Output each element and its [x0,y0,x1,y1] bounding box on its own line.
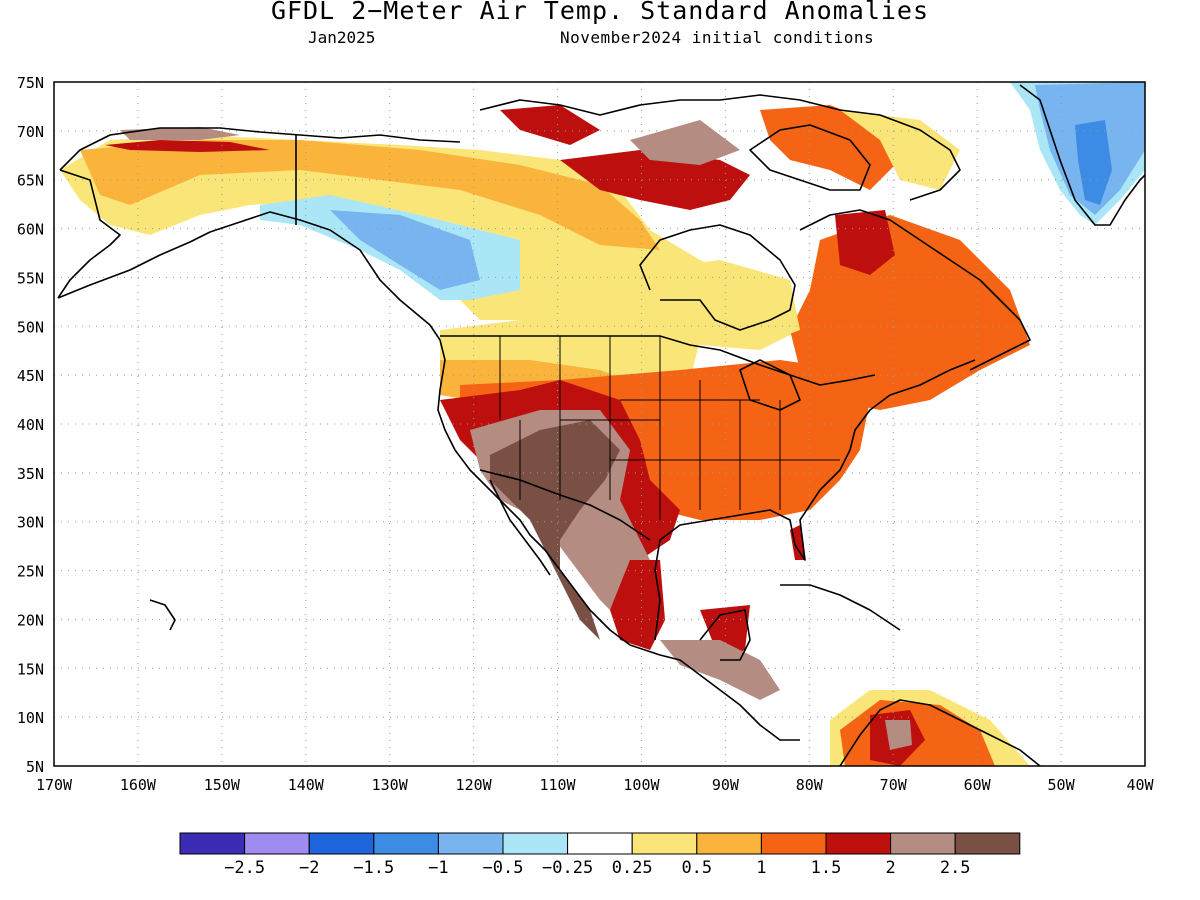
lat-label: 40N [17,416,44,434]
lat-label: 5N [26,758,44,776]
lon-label: 110W [539,776,576,794]
lon-label: 40W [1126,776,1154,794]
anomaly-southwest-brown [490,420,620,640]
lon-label: 90W [712,776,740,794]
border-us-mexico [479,469,651,541]
coastline-alaska-west [57,169,121,299]
colorbar: −2.5 −2 −1.5 −1 −0.5 −0.25 0.25 0.5 1 1.5 2 2.5 [179,832,1021,878]
lon-label: 70W [880,776,908,794]
colorbar-label: −2 [299,858,319,878]
coastline-us-west [437,339,800,741]
colorbar-label: −0.25 [542,858,593,878]
lon-label: 140W [288,776,325,794]
coastline-greenland [1019,84,1145,226]
coastline-labrador [799,209,1031,371]
lon-label: 150W [204,776,241,794]
coastline-baffin [749,124,871,191]
anomaly-baffin-yellow [840,110,960,190]
anomaly-arctic-red [500,105,600,145]
colorbar-swatch [502,832,569,855]
colorbar-swatch [760,832,827,855]
latitude-labels: 75N 70N 65N 60N 55N 50N 45N 40N 35N 30N … [17,74,44,776]
anomaly-north-slope-red [105,140,270,152]
forecast-month: Jan2025 [308,28,376,47]
map-title: GFDL 2−Meter Air Temp. Standard Anomalie… [270,0,930,25]
colorbar-swatch [825,832,892,855]
state-lines [499,336,840,520]
coastline-cuba [780,584,901,631]
lat-label: 15N [17,660,44,678]
anomaly-mexico-red [610,560,665,650]
colorbar-swatch [890,832,956,855]
lat-label: 45N [17,367,44,385]
colorbar-label: 0.5 [681,858,712,878]
lat-label: 50N [17,318,44,336]
lat-label: 25N [17,563,44,581]
border-us-canada [440,335,876,386]
lon-label: 60W [964,776,992,794]
lat-label: 55N [17,269,44,287]
colorbar-swatch [308,832,375,855]
lat-label: 35N [17,465,44,483]
lon-label: 80W [796,776,824,794]
coastline-hawaii [149,599,176,631]
map-frame [53,81,1146,767]
anomaly-south-america-brown [885,720,912,750]
initial-conditions-label: November2024 initial conditions [560,28,875,47]
colorbar-swatch [244,832,310,855]
lon-label: 50W [1048,776,1076,794]
lat-label: 60N [17,221,44,239]
colorbar-swatch [437,832,504,855]
lat-label: 10N [17,709,44,727]
lat-label: 65N [17,172,44,190]
coastline-south-america [839,699,1041,766]
colorbar-label: 0.25 [612,858,653,878]
anomaly-canada-cool [330,210,480,290]
colorbar-label: 1 [756,858,766,878]
lat-label: 20N [17,611,44,629]
coastline-baja [489,479,551,576]
colorbar-label: 1.5 [811,858,842,878]
coastline-alaska [57,211,441,341]
colorbar-swatch [179,832,246,855]
colorbar-label: −1.5 [353,858,394,878]
colorbar-swatch [567,832,633,855]
lon-label: 130W [372,776,409,794]
anomaly-fields [60,82,1145,766]
longitude-labels: 170W 160W 150W 140W 130W 120W 110W 100W … [36,776,1155,794]
colorbar-label: 2.5 [940,858,971,878]
lon-label: 170W [36,776,73,794]
coastline-hudson-bay [639,224,796,331]
lon-label: 100W [623,776,660,794]
anomaly-alaska-orange [80,140,660,250]
colorbar-swatch [631,832,698,855]
lat-label: 30N [17,514,44,532]
coastline-yucatan [699,609,751,661]
colorbar-swatch [373,832,439,855]
lat-label: 70N [17,123,44,141]
colorbar-swatch [696,832,762,855]
anomaly-labrador-red [835,210,895,275]
anomaly-central-america-brown [660,640,780,700]
coastline-alaska-north [59,127,461,171]
colorbar-label: 2 [885,858,895,878]
lat-label: 75N [17,74,44,92]
anomaly-yucatan-red [700,605,750,660]
anomaly-greenland-cold [1075,120,1112,205]
colorbar-swatch [954,832,1021,855]
colorbar-label: −1 [428,858,448,878]
coastlines [57,84,1145,766]
lon-label: 160W [120,776,157,794]
anomaly-hudson-red [560,150,750,210]
anomaly-north-slope-brown [120,127,240,140]
coastline-gulf [654,359,976,641]
colorbar-label: −0.5 [483,858,524,878]
colorbar-label: −2.5 [224,858,265,878]
lon-label: 120W [456,776,493,794]
coastline-arctic-islands [479,94,961,201]
